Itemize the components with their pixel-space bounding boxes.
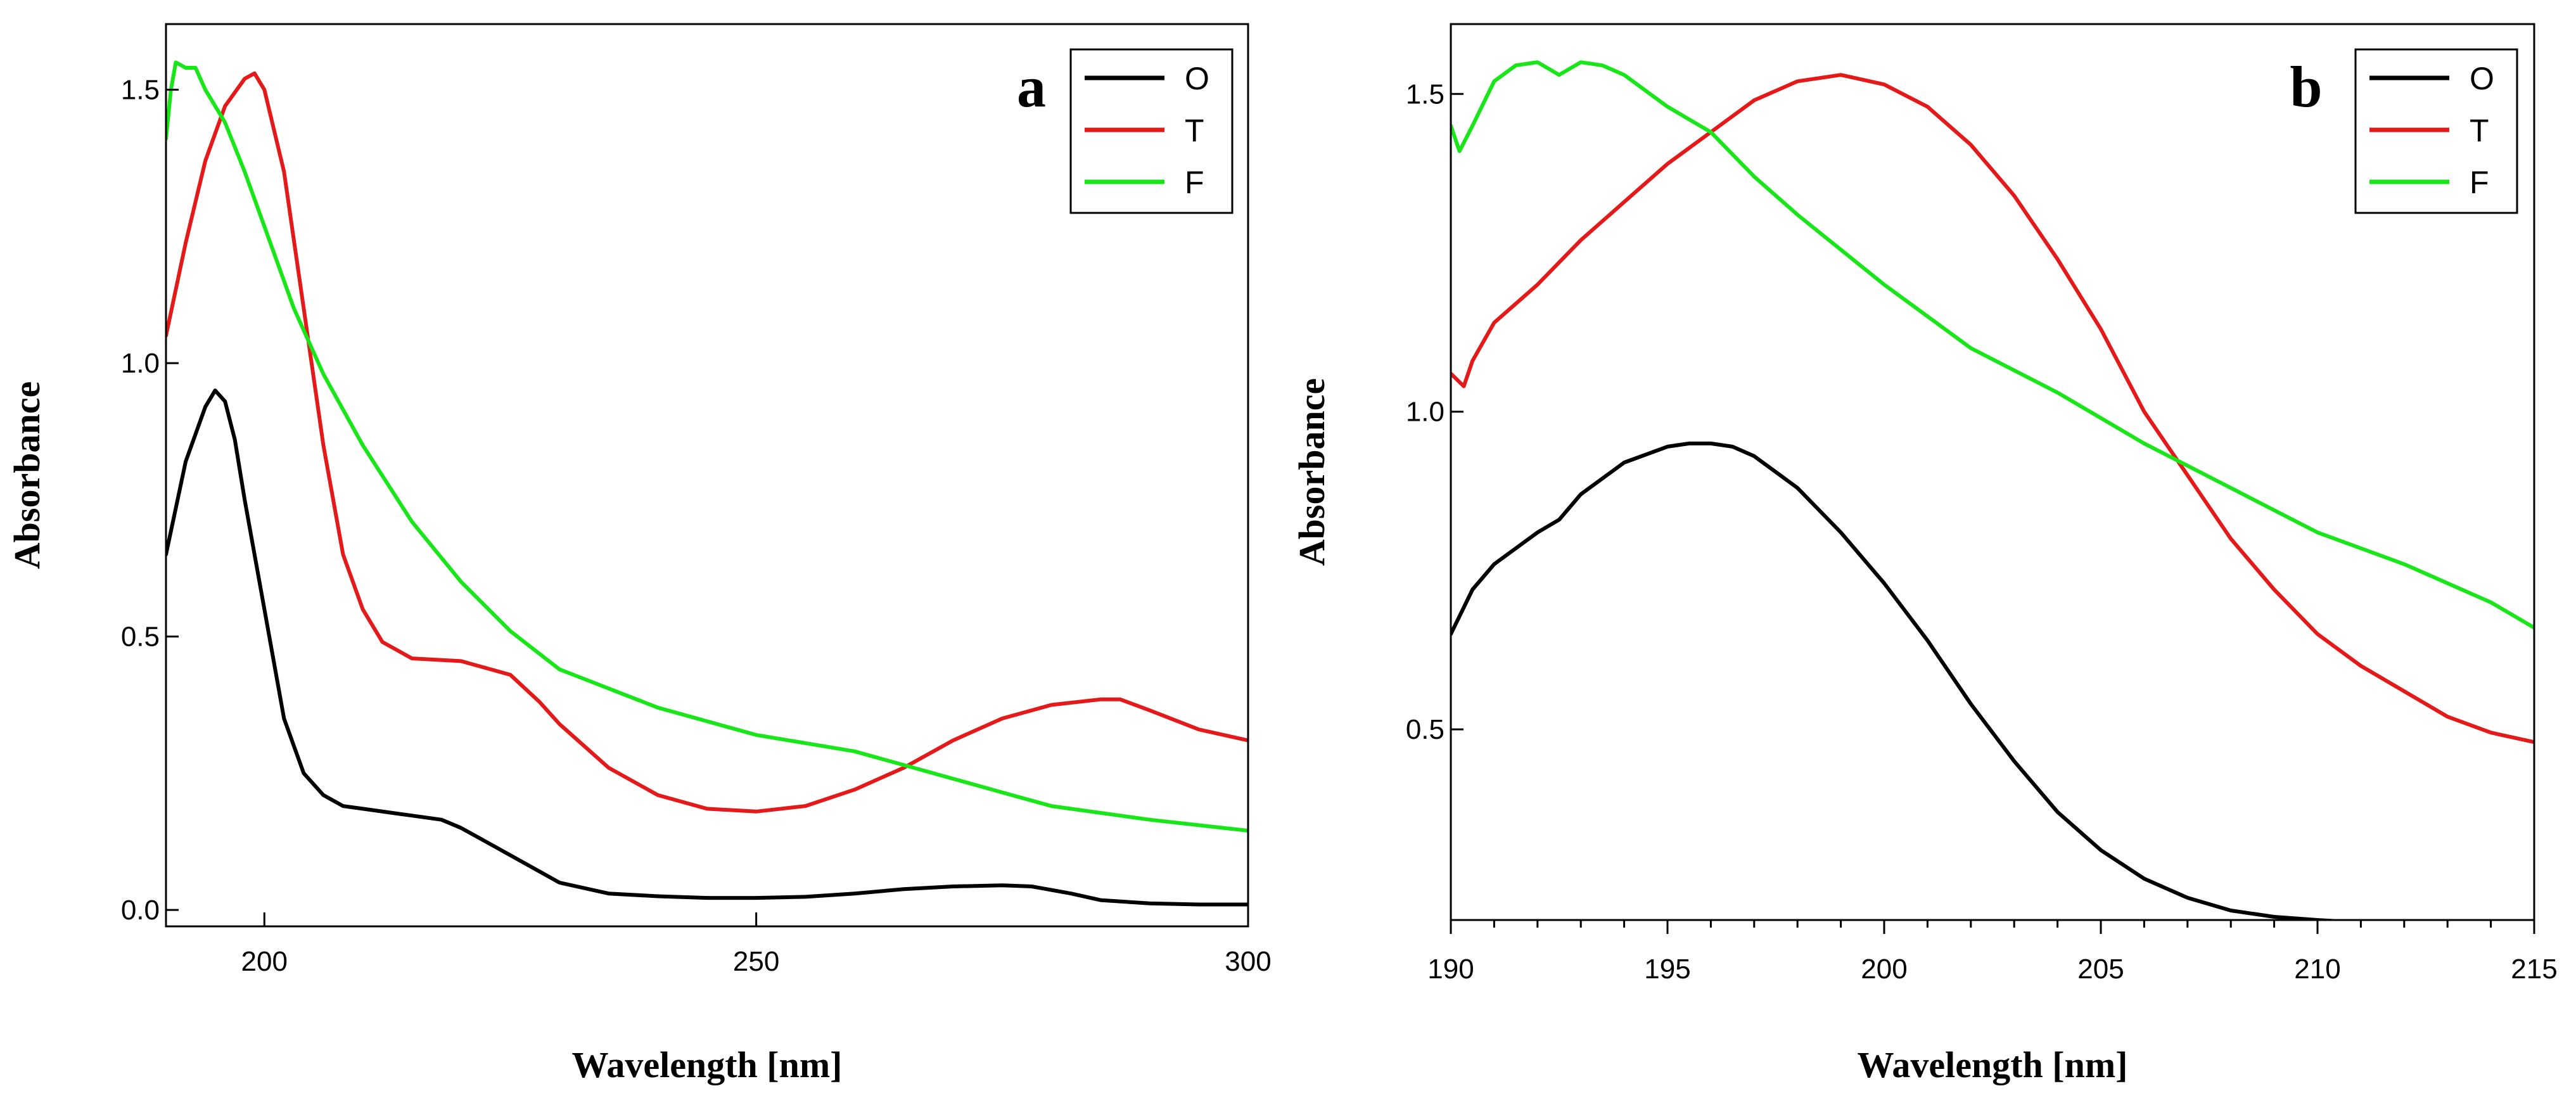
y-tick-label: 1.0 bbox=[1406, 397, 1444, 428]
series-line-F bbox=[166, 60, 1248, 833]
plot-frame bbox=[1450, 23, 2535, 921]
x-tick-label: 300 bbox=[1225, 946, 1271, 977]
y-tick-label: 1.5 bbox=[121, 75, 160, 106]
series-line-F bbox=[1451, 60, 2534, 630]
series-line-T bbox=[166, 71, 1248, 814]
legend-label-O: O bbox=[1185, 61, 1209, 96]
y-tick-label: 1.0 bbox=[121, 348, 160, 379]
panel-a-chart: 200 250 300 0.0 0.5 1.0 1.5 Wavelength [nm] Abso… bbox=[6, 23, 1272, 1085]
x-tick-label: 200 bbox=[241, 946, 288, 977]
y-tick-label: 1.5 bbox=[1406, 79, 1444, 110]
series-group bbox=[166, 60, 1248, 907]
legend-label-T: T bbox=[1185, 113, 1204, 148]
legend: OTF bbox=[1069, 48, 1234, 214]
panel-label: a bbox=[1017, 54, 1046, 119]
y-tick-label: 0.5 bbox=[121, 622, 160, 653]
x-tick-label: 250 bbox=[733, 946, 779, 977]
x-tick-label: 190 bbox=[1427, 954, 1474, 985]
x-tick-label: 215 bbox=[2511, 954, 2557, 985]
x-axis-title: Wavelength [nm] bbox=[572, 1044, 843, 1085]
y-axis-title: Absorbance bbox=[6, 381, 48, 569]
legend: OTF bbox=[2354, 48, 2518, 214]
y-axis-title: Absorbance bbox=[1291, 378, 1332, 566]
panel-label: b bbox=[2290, 54, 2322, 119]
y-tick-label: 0.0 bbox=[121, 895, 160, 926]
series-group bbox=[1451, 60, 2534, 920]
plot-frame bbox=[165, 23, 1249, 928]
x-tick-label: 195 bbox=[1644, 954, 1690, 985]
legend-label-F: F bbox=[2470, 165, 2489, 200]
legend-label-T: T bbox=[2470, 113, 2489, 148]
x-tick-label: 205 bbox=[2077, 954, 2124, 985]
y-tick-label: 0.5 bbox=[1406, 714, 1444, 745]
x-tick-label: 210 bbox=[2294, 954, 2340, 985]
series-line-O bbox=[166, 388, 1248, 907]
series-line-O bbox=[1451, 441, 2341, 920]
x-tick-label: 200 bbox=[1861, 954, 1907, 985]
series-line-T bbox=[1451, 73, 2534, 745]
x-axis-title: Wavelength [nm] bbox=[1858, 1044, 2128, 1085]
panel-b-chart: 190 195 200 205 210 215 0.5 1.0 1.5 Wavelength [n… bbox=[1291, 23, 2558, 1085]
legend-label-F: F bbox=[1185, 165, 1204, 200]
legend-label-O: O bbox=[2470, 61, 2494, 96]
